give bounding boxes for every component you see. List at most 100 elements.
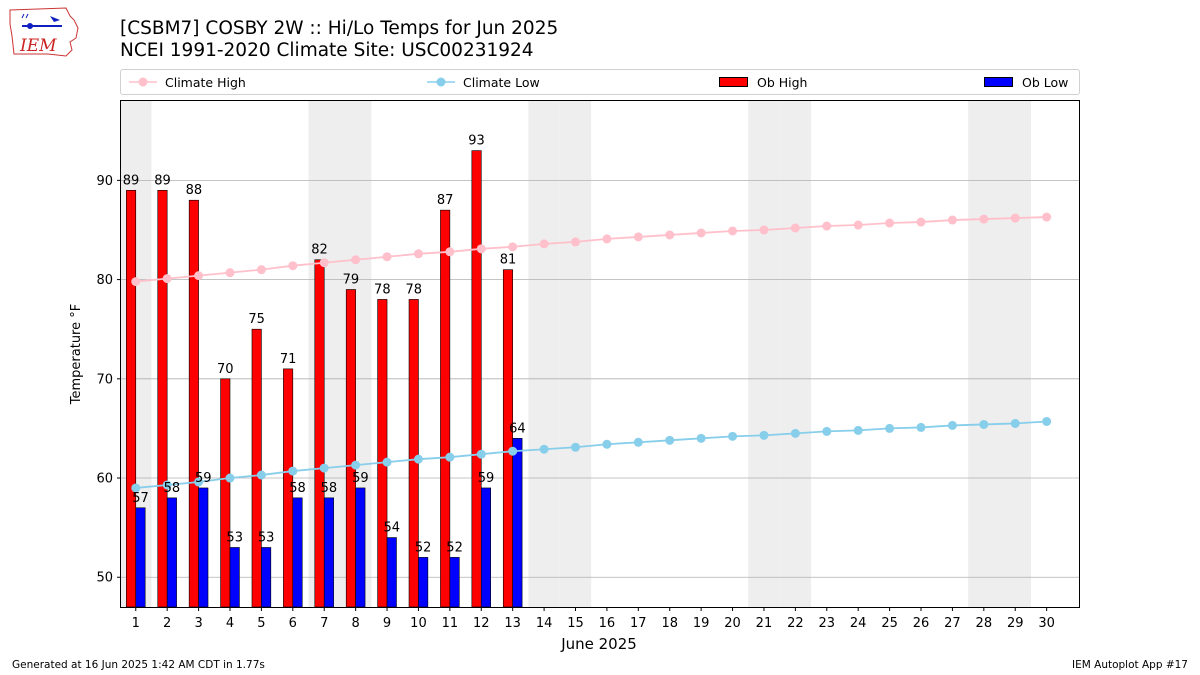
generated-timestamp: Generated at 16 Jun 2025 1:42 AM CDT in … xyxy=(12,659,265,671)
climate-high-point-day-29 xyxy=(1010,213,1020,223)
ob-high-label-day-9: 78 xyxy=(374,282,391,297)
ob-high-bar-day-2 xyxy=(157,189,168,608)
y-tick-label-70: 70 xyxy=(96,372,113,387)
climate-high-point-day-30 xyxy=(1042,212,1052,222)
ob-high-bar-day-5 xyxy=(251,328,262,608)
climate-high-point-day-25 xyxy=(885,218,895,228)
climate-low-point-day-3 xyxy=(194,477,204,487)
ob-low-label-day-13: 64 xyxy=(509,421,526,436)
climate-low-point-day-25 xyxy=(885,423,895,433)
ob-low-label-day-5: 53 xyxy=(258,530,275,545)
climate-high-point-day-19 xyxy=(696,228,706,238)
legend: Climate High Climate Low Ob High Ob Low xyxy=(120,69,1080,95)
legend-ob-high-label: Ob High xyxy=(757,74,808,90)
ob-low-bar-day-12 xyxy=(480,487,491,608)
legend-climate-low-swatch xyxy=(427,77,455,87)
climate-high-point-day-10 xyxy=(413,249,423,259)
ob-high-bar-day-9 xyxy=(377,299,388,608)
ob-low-label-day-12: 59 xyxy=(478,471,495,486)
ob-low-bar-day-13 xyxy=(512,438,523,608)
ob-low-label-day-9: 54 xyxy=(383,521,400,536)
climate-low-point-day-22 xyxy=(790,428,800,438)
weekend-band-day-29 xyxy=(999,101,1031,607)
legend-ob-high-swatch xyxy=(719,77,748,87)
climate-high-point-day-4 xyxy=(225,268,235,278)
x-axis: 1 2 3 4 5 6 7 8 9 10 11 12 13 14 15 16 17 18 19 20 21 22 23 24 2… xyxy=(132,607,1055,631)
climate-high-point-day-14 xyxy=(539,239,549,249)
title-line-1: [CSBM7] COSBY 2W :: Hi/Lo Temps for Jun … xyxy=(120,18,559,39)
ob-low-label-day-2: 58 xyxy=(164,481,181,496)
y-axis: 50 60 70 80 90 xyxy=(96,174,121,586)
ob-low-label-day-7: 58 xyxy=(321,481,338,496)
ob-high-bar-day-8 xyxy=(345,289,356,608)
climate-high-point-day-5 xyxy=(256,265,266,275)
x-tick-label-13: 13 xyxy=(504,616,521,631)
climate-high-point-day-7 xyxy=(319,258,329,268)
climate-low-point-day-18 xyxy=(665,435,675,445)
ob-high-label-day-4: 70 xyxy=(217,362,234,377)
x-tick-label-19: 19 xyxy=(693,616,710,631)
climate-low-point-day-10 xyxy=(413,454,423,464)
climate-low-point-day-5 xyxy=(256,470,266,480)
climate-high-point-day-23 xyxy=(822,221,832,231)
climate-low-point-day-12 xyxy=(476,449,486,459)
climate-high-point-day-15 xyxy=(571,237,581,247)
climate-high-point-day-8 xyxy=(351,255,361,265)
climate-low-point-day-16 xyxy=(602,439,612,449)
legend-ob-low-label: Ob Low xyxy=(1022,74,1069,90)
legend-climate-high-swatch xyxy=(129,77,157,87)
climate-high-point-day-24 xyxy=(853,220,863,230)
ob-high-label-day-12: 93 xyxy=(468,134,485,149)
climate-high-point-day-20 xyxy=(728,226,738,236)
climate-low-point-day-1 xyxy=(131,483,141,493)
x-tick-label-25: 25 xyxy=(881,616,898,631)
climate-low-point-day-29 xyxy=(1010,418,1020,428)
ob-high-label-day-6: 71 xyxy=(280,352,297,367)
weekend-band-day-15 xyxy=(559,101,592,607)
climate-low-point-day-19 xyxy=(696,433,706,443)
x-tick-label-26: 26 xyxy=(913,616,930,631)
ob-low-bar-day-10 xyxy=(418,557,429,608)
ob-high-bar-day-13 xyxy=(502,269,513,608)
bars xyxy=(126,150,523,608)
climate-high-point-day-13 xyxy=(508,242,518,252)
x-tick-label-3: 3 xyxy=(194,616,202,631)
ob-high-label-day-13: 81 xyxy=(500,253,517,268)
ob-high-label-day-7: 82 xyxy=(311,243,328,258)
ob-high-bar-day-7 xyxy=(314,259,325,608)
climate-low-point-day-21 xyxy=(759,430,769,440)
title-line-2: NCEI 1991-2020 Climate Site: USC00231924 xyxy=(120,40,534,61)
ob-high-bar-day-3 xyxy=(188,199,199,608)
iem-logo: IEM xyxy=(9,7,79,57)
climate-high-point-day-9 xyxy=(382,252,392,262)
weekend-band-day-28 xyxy=(968,101,1000,607)
ob-low-label-day-6: 58 xyxy=(289,481,306,496)
climate-low-point-day-14 xyxy=(539,444,549,454)
legend-climate-low-label: Climate Low xyxy=(463,74,540,90)
legend-climate-high-label: Climate High xyxy=(165,74,246,90)
climate-low-point-day-30 xyxy=(1042,416,1052,426)
x-tick-label-6: 6 xyxy=(289,616,297,631)
y-tick-label-60: 60 xyxy=(96,472,113,487)
climate-low-point-day-11 xyxy=(445,452,455,462)
legend-ob-high: Ob High xyxy=(719,74,807,90)
ob-low-bar-day-3 xyxy=(198,487,209,608)
climate-low-point-day-23 xyxy=(822,426,832,436)
climate-low-point-day-7 xyxy=(319,463,329,473)
climate-high-point-day-22 xyxy=(790,223,800,233)
x-tick-label-18: 18 xyxy=(661,616,678,631)
x-tick-label-7: 7 xyxy=(320,616,328,631)
climate-low-point-day-13 xyxy=(508,446,518,456)
ob-low-label-day-1: 57 xyxy=(132,491,149,506)
ob-low-bar-day-6 xyxy=(292,497,303,608)
climate-high-point-day-12 xyxy=(476,244,486,254)
ob-low-label-day-10: 52 xyxy=(415,540,432,555)
x-tick-label-10: 10 xyxy=(410,616,427,631)
ob-low-bar-day-9 xyxy=(386,537,397,608)
ob-low-bar-day-7 xyxy=(323,497,334,608)
ob-low-bar-day-4 xyxy=(229,547,240,608)
x-tick-label-14: 14 xyxy=(536,616,553,631)
climate-high-point-day-27 xyxy=(947,215,957,225)
climate-high-point-day-16 xyxy=(602,234,612,244)
climate-low-point-day-17 xyxy=(633,437,643,447)
